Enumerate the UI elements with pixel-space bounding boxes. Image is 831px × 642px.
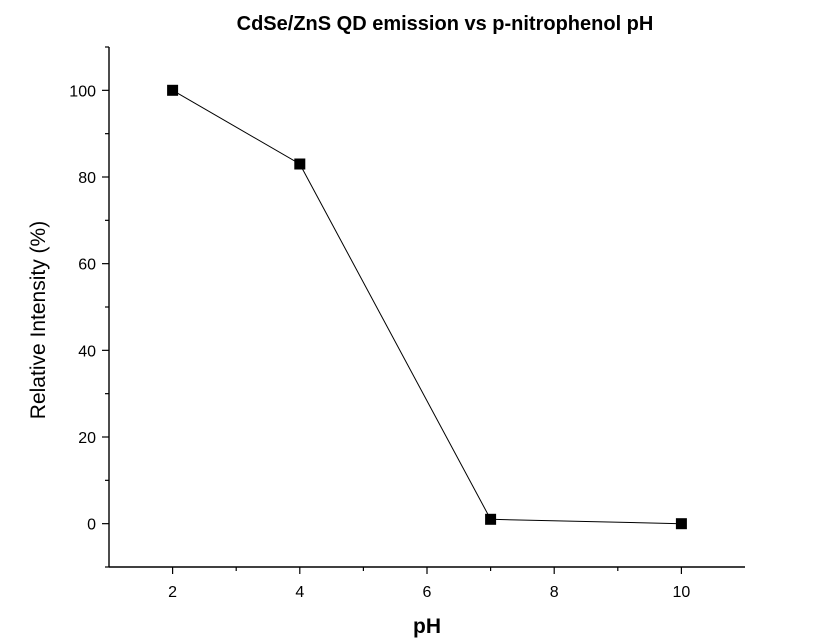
y-tick-label: 100 [69, 83, 96, 100]
chart-title: CdSe/ZnS QD emission vs p-nitrophenol pH [237, 13, 654, 35]
y-tick-labels: 0 20 40 60 80 100 [69, 83, 96, 533]
y-tick-label: 40 [78, 343, 96, 360]
x-ticks [172, 567, 683, 574]
y-tick-label: 0 [87, 517, 96, 534]
x-tick-label: 2 [168, 584, 177, 601]
x-axis-title: pH [413, 615, 441, 638]
data-point [675, 518, 687, 530]
x-tick-label: 4 [295, 584, 304, 601]
y-ticks [102, 46, 109, 568]
y-axis-title: Relative Intensity (%) [27, 221, 50, 419]
series-line [172, 89, 682, 525]
data-point [485, 513, 497, 525]
x-tick-label: 6 [423, 584, 432, 601]
x-tick-label: 10 [673, 584, 691, 601]
x-tick-label: 8 [550, 584, 559, 601]
x-tick-labels: 2 4 6 8 10 [168, 584, 690, 601]
axes [108, 47, 745, 568]
y-tick-label: 80 [78, 170, 96, 187]
data-point [294, 158, 306, 170]
y-tick-label: 20 [78, 430, 96, 447]
series-group [167, 84, 687, 530]
data-point [167, 84, 179, 96]
y-tick-label: 60 [78, 257, 96, 274]
